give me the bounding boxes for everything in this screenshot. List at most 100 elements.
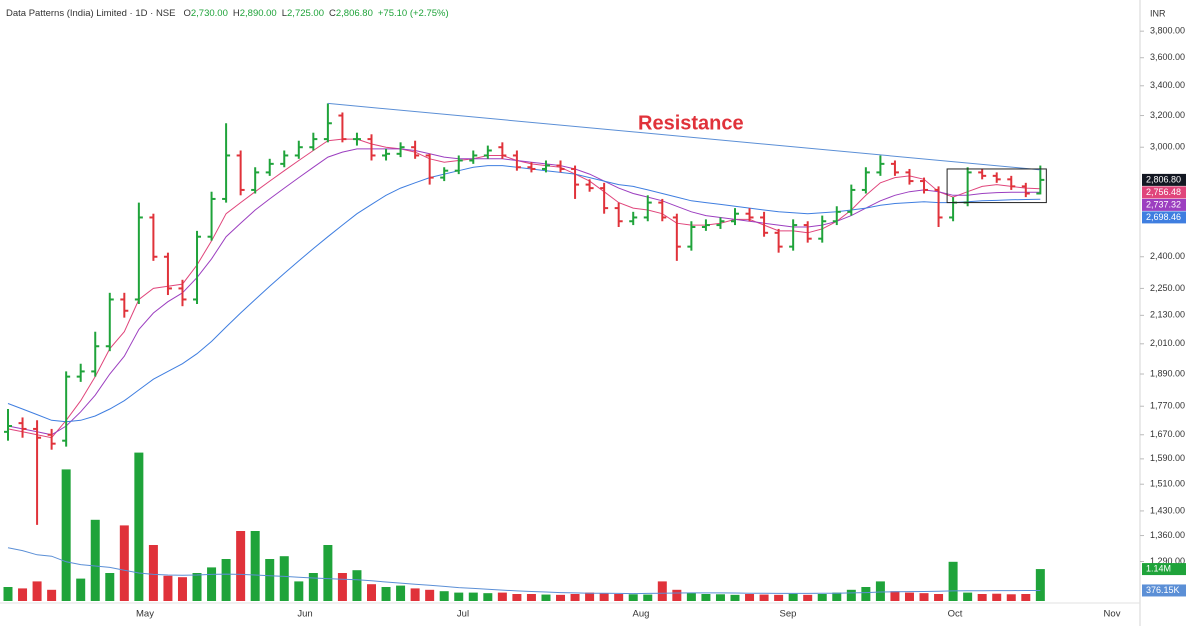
volume-bar bbox=[875, 581, 885, 601]
volume-bar bbox=[119, 525, 129, 601]
volume-bar bbox=[308, 573, 318, 601]
volume-bar bbox=[861, 587, 871, 601]
price-tag-bg bbox=[1142, 211, 1186, 224]
volume-bar bbox=[1006, 594, 1016, 601]
volume-bar bbox=[919, 593, 929, 601]
volume-bar bbox=[977, 594, 987, 601]
volume-tag: 1.14M bbox=[1146, 563, 1171, 573]
ohlc-value: 2,730.00 bbox=[191, 8, 228, 19]
x-tick-label: Nov bbox=[1104, 609, 1121, 620]
ohlc-value: 2,890.00 bbox=[240, 8, 277, 19]
volume-bar bbox=[686, 592, 696, 601]
volume-bar bbox=[192, 573, 202, 601]
volume-bar bbox=[846, 589, 856, 601]
volume-bar bbox=[483, 593, 493, 601]
y-tick-label: 3,800.00 bbox=[1150, 26, 1185, 36]
ohlc-key: C bbox=[329, 8, 336, 19]
volume-bar bbox=[61, 469, 71, 601]
volume-bar bbox=[294, 581, 304, 601]
y-tick-label: 3,200.00 bbox=[1150, 110, 1185, 120]
volume-bar bbox=[134, 452, 144, 601]
y-tick-label: 1,430.00 bbox=[1150, 505, 1185, 515]
moving-average-line bbox=[7, 165, 1041, 423]
volume-bar bbox=[788, 593, 798, 601]
volume-bar bbox=[672, 589, 682, 601]
volume-bar bbox=[963, 592, 973, 601]
volume-bar bbox=[832, 592, 842, 601]
volume-tag-bg bbox=[1142, 563, 1186, 576]
volume-bar bbox=[410, 588, 420, 601]
volume-bar bbox=[512, 594, 522, 601]
y-tick-label: 2,130.00 bbox=[1150, 310, 1185, 320]
moving-average-line bbox=[7, 148, 1041, 436]
volume-bar bbox=[599, 593, 609, 601]
volume-bar bbox=[934, 594, 944, 601]
volume-bar bbox=[352, 570, 362, 601]
y-tick-label: 1,360.00 bbox=[1150, 530, 1185, 540]
volume-bar bbox=[32, 581, 42, 601]
volume-bar bbox=[236, 531, 246, 601]
volume-ma-line bbox=[7, 547, 1041, 595]
x-tick-label: Jun bbox=[297, 609, 312, 620]
volume-bar bbox=[745, 594, 755, 601]
header: Data Patterns (India) Limited · 1D · NSE… bbox=[6, 8, 449, 19]
volume-bar bbox=[992, 593, 1002, 601]
ohlc-key: L bbox=[282, 8, 287, 19]
volume-bar bbox=[948, 561, 958, 601]
volume-bar bbox=[367, 584, 376, 601]
volume-bar bbox=[643, 594, 653, 601]
y-tick-label: 1,590.00 bbox=[1150, 453, 1185, 463]
x-tick-label: May bbox=[136, 609, 154, 620]
y-tick-label: 2,010.00 bbox=[1150, 338, 1185, 348]
volume-bar bbox=[47, 589, 57, 601]
volume-bar bbox=[556, 594, 566, 601]
volume-bar bbox=[337, 573, 347, 601]
price-tag-bg bbox=[1142, 186, 1186, 199]
volume-bar bbox=[163, 575, 173, 601]
price-tag: 2,756.48 bbox=[1146, 187, 1181, 197]
volume-bar bbox=[454, 592, 464, 601]
price-tag: 2,737.32 bbox=[1146, 199, 1181, 209]
volume-bar bbox=[207, 567, 217, 601]
volume-bar bbox=[730, 594, 740, 601]
volume-bar bbox=[265, 559, 275, 601]
x-tick-label: Oct bbox=[948, 609, 963, 620]
ohlc-key: H bbox=[233, 8, 240, 19]
ohlc-value: 2,725.00 bbox=[287, 8, 324, 19]
y-tick-label: 3,400.00 bbox=[1150, 80, 1185, 90]
y-tick-label: 1,510.00 bbox=[1150, 479, 1185, 489]
volume-bar bbox=[148, 545, 158, 601]
volume-bar bbox=[425, 589, 435, 601]
price-tag-bg bbox=[1142, 173, 1186, 186]
resistance-annotation: Resistance bbox=[638, 112, 744, 134]
y-tick-label: 1,670.00 bbox=[1150, 429, 1185, 439]
y-tick-label: 1,290.00 bbox=[1150, 556, 1185, 566]
volume-bar bbox=[177, 577, 187, 601]
volume-bar bbox=[759, 594, 769, 601]
y-tick-label: 3,600.00 bbox=[1150, 52, 1185, 62]
moving-average-line bbox=[7, 138, 1041, 439]
volume-bar bbox=[657, 581, 667, 601]
ohlc-value: 2,806.80 bbox=[336, 8, 373, 19]
price-tag-bg bbox=[1142, 198, 1186, 211]
x-tick-label: Sep bbox=[780, 609, 797, 620]
volume-bar bbox=[468, 592, 478, 601]
range-box bbox=[946, 168, 1047, 204]
volume-bar bbox=[890, 591, 900, 601]
ohlc-key: O bbox=[183, 8, 190, 19]
change-value: +75.10 (+2.75%) bbox=[378, 8, 449, 19]
volume-bar bbox=[76, 578, 86, 601]
volume-bar bbox=[221, 559, 231, 601]
volume-bar bbox=[3, 587, 13, 601]
volume-bar bbox=[18, 588, 28, 601]
symbol-title: Data Patterns (India) Limited · 1D · NSE bbox=[6, 8, 175, 19]
volume-bar bbox=[1035, 569, 1045, 601]
volume-bar bbox=[570, 594, 580, 601]
volume-bar bbox=[323, 545, 333, 601]
volume-bar bbox=[439, 591, 449, 601]
volume-bar bbox=[90, 519, 100, 601]
volume-bar bbox=[497, 592, 507, 601]
volume-bar bbox=[774, 594, 784, 601]
